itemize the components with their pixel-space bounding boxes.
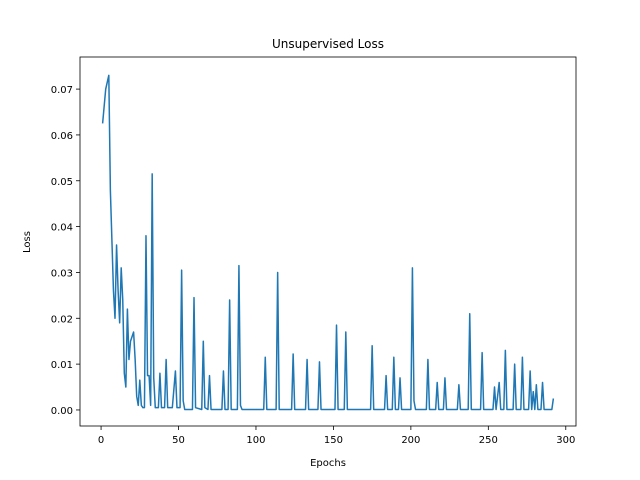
x-tick-label: 300: [556, 435, 575, 446]
x-tick-label: 0: [98, 435, 104, 446]
x-tick-label: 250: [479, 435, 498, 446]
x-tick-label: 200: [401, 435, 420, 446]
y-tick-label: 0.04: [51, 223, 73, 234]
chart-title: Unsupervised Loss: [272, 37, 384, 51]
y-tick-label: 0.01: [51, 360, 73, 371]
y-tick-label: 0.05: [51, 177, 73, 188]
y-axis-label: Loss: [22, 231, 33, 253]
y-tick-label: 0.06: [51, 131, 73, 142]
y-tick-label: 0.02: [51, 314, 73, 325]
x-tick-label: 150: [324, 435, 343, 446]
line-series: [101, 74, 555, 411]
y-tick-label: 0.07: [51, 85, 73, 96]
x-axis-label: Epochs: [310, 458, 346, 469]
x-tick-label: 100: [246, 435, 265, 446]
plot-frame: [79, 56, 577, 427]
y-tick-label: 0.00: [51, 406, 73, 417]
x-tick-label: 50: [172, 435, 185, 446]
y-tick-label: 0.03: [51, 268, 73, 279]
